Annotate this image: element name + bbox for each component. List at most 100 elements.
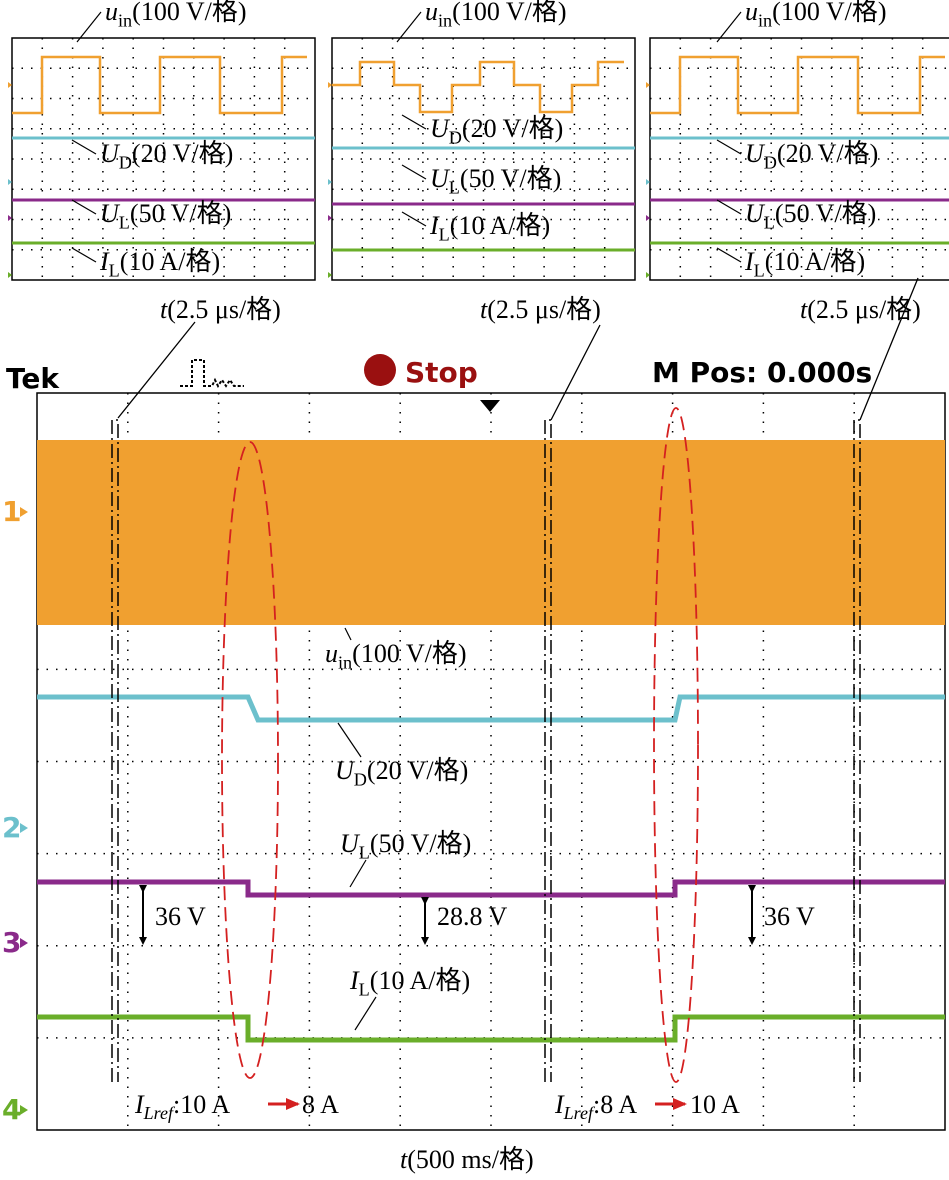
label-scale: (10 A/格) bbox=[120, 247, 220, 276]
label-var: I bbox=[134, 1090, 145, 1119]
inset-time-label: t(2.5 μs/格) bbox=[480, 295, 601, 324]
label-scale: (20 V/格) bbox=[462, 114, 563, 143]
label-var: I bbox=[429, 211, 440, 240]
label-var: U bbox=[745, 199, 766, 228]
inset-marker bbox=[328, 272, 332, 278]
leader bbox=[354, 996, 377, 1031]
label-scale: (500 ms/格) bbox=[407, 1145, 533, 1174]
inset-trace-label: uin(100 V/格) bbox=[105, 0, 247, 31]
inset-uin bbox=[332, 60, 624, 114]
ud-trace bbox=[37, 694, 945, 723]
inset-marker bbox=[646, 82, 650, 88]
leader bbox=[71, 199, 97, 215]
label-var: t bbox=[800, 295, 808, 324]
leader bbox=[337, 722, 362, 758]
inset-marker bbox=[328, 82, 332, 88]
inset-marker bbox=[328, 215, 332, 221]
ref-step: ILref:8 A bbox=[554, 1090, 637, 1123]
brand: Tek bbox=[6, 362, 60, 395]
channel-label: 2 bbox=[2, 811, 21, 844]
inset-trace-label: UD(20 V/格) bbox=[745, 139, 878, 173]
label-var: U bbox=[745, 139, 766, 168]
label-sub: in bbox=[338, 653, 352, 673]
voltage-label: 36 V bbox=[155, 902, 206, 931]
voltage-label: 36 V bbox=[764, 902, 815, 931]
inset-trace-label: UL(50 V/格) bbox=[100, 199, 231, 233]
label-scale: (100 V/格) bbox=[352, 639, 466, 668]
leader bbox=[716, 139, 742, 155]
inset-marker bbox=[646, 272, 650, 278]
channel-label: 1 bbox=[2, 495, 21, 528]
label-var: u bbox=[325, 639, 338, 668]
channel-arrow bbox=[20, 1105, 28, 1115]
label-var: u bbox=[425, 0, 438, 26]
inset-marker bbox=[8, 179, 12, 185]
label-sub: in bbox=[438, 11, 452, 31]
leader bbox=[716, 199, 742, 215]
il-trace bbox=[37, 1014, 945, 1043]
label-sub: in bbox=[118, 11, 132, 31]
label-scale: (20 V/格) bbox=[367, 756, 468, 785]
label-var: U bbox=[335, 756, 356, 785]
channel-label: 4 bbox=[2, 1093, 21, 1126]
leader bbox=[349, 859, 367, 888]
label-var: I bbox=[99, 247, 110, 276]
trigger-icon bbox=[180, 359, 244, 388]
label-var: U bbox=[340, 829, 361, 858]
channel-arrow bbox=[20, 507, 28, 517]
stop-icon bbox=[364, 354, 396, 386]
leader bbox=[344, 627, 352, 641]
position: M Pos: 0.000s bbox=[652, 356, 872, 389]
label-scale: (10 A/格) bbox=[765, 247, 865, 276]
transition-ellipse bbox=[653, 407, 699, 1083]
leader bbox=[396, 11, 422, 43]
label-scale: (100 V/格) bbox=[772, 0, 886, 26]
label-sub: D bbox=[119, 153, 132, 173]
label-scale: (20 V/格) bbox=[777, 139, 878, 168]
label-var: I bbox=[744, 247, 755, 276]
main-trace-label: uin(100 V/格) bbox=[325, 639, 467, 673]
label-scale: (2.5 μs/格) bbox=[807, 295, 921, 324]
label-scale: (2.5 μs/格) bbox=[487, 295, 601, 324]
zoom-link bbox=[117, 321, 196, 419]
label-var: u bbox=[745, 0, 758, 26]
label-scale: (100 V/格) bbox=[132, 0, 246, 26]
label-var: U bbox=[100, 199, 121, 228]
leader bbox=[76, 11, 102, 43]
label-scale: (100 V/格) bbox=[452, 0, 566, 26]
inset-trace-label: uin(100 V/格) bbox=[425, 0, 567, 31]
label-sub: L bbox=[119, 213, 130, 233]
inset-trace-label: IL(10 A/格) bbox=[744, 247, 865, 281]
ul-trace bbox=[37, 879, 945, 898]
label-from: 10 A bbox=[180, 1090, 230, 1119]
label-var: t bbox=[160, 295, 168, 324]
label-var: U bbox=[430, 114, 451, 143]
ref-step-to: 8 A bbox=[302, 1090, 339, 1119]
label-var: u bbox=[105, 0, 118, 26]
label-sub: L bbox=[359, 980, 370, 1000]
ref-step: ILref:10 A bbox=[134, 1090, 230, 1123]
label-scale: (10 A/格) bbox=[450, 211, 550, 240]
label-sub: L bbox=[754, 261, 765, 281]
leader bbox=[716, 11, 742, 43]
main-trace-label: UD(20 V/格) bbox=[335, 756, 468, 790]
leader bbox=[401, 164, 427, 180]
label-sub: D bbox=[764, 153, 777, 173]
label-sub: L bbox=[109, 261, 120, 281]
label-sub: Lref bbox=[563, 1103, 596, 1123]
ref-step-to: 10 A bbox=[690, 1090, 740, 1119]
label-sep: : bbox=[593, 1090, 600, 1119]
channel-arrow bbox=[20, 823, 28, 833]
channel-label: 3 bbox=[2, 926, 21, 959]
leader bbox=[401, 114, 427, 130]
label-sub: D bbox=[354, 770, 367, 790]
label-var: t bbox=[480, 295, 488, 324]
inset-marker bbox=[8, 215, 12, 221]
label-var: I bbox=[554, 1090, 565, 1119]
uin-band bbox=[37, 440, 945, 625]
label-from: 8 A bbox=[600, 1090, 637, 1119]
transition-ellipse bbox=[221, 441, 279, 1079]
inset-trace-label: IL(10 A/格) bbox=[99, 247, 220, 281]
